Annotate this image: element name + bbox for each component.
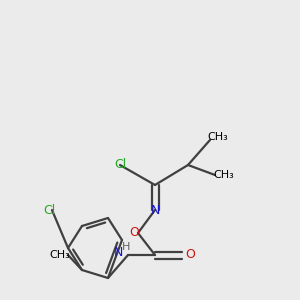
Text: CH₃: CH₃ (208, 132, 228, 142)
Text: CH₃: CH₃ (50, 250, 70, 260)
Text: CH₃: CH₃ (214, 170, 234, 180)
Text: O: O (185, 248, 195, 262)
Text: Cl: Cl (114, 158, 126, 172)
Text: Cl: Cl (43, 203, 55, 217)
Text: H: H (122, 242, 130, 252)
Text: O: O (129, 226, 139, 239)
Text: N: N (113, 245, 123, 259)
Text: N: N (150, 203, 160, 217)
